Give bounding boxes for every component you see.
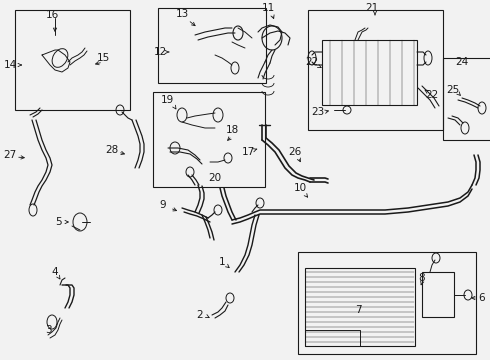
Text: 7: 7 xyxy=(355,305,361,315)
Text: 10: 10 xyxy=(294,183,307,193)
Text: 28: 28 xyxy=(105,145,119,155)
Text: 14: 14 xyxy=(3,60,17,70)
Bar xyxy=(322,40,417,105)
Bar xyxy=(15,10,130,110)
Bar xyxy=(305,268,415,346)
Text: 27: 27 xyxy=(3,150,17,160)
Text: 13: 13 xyxy=(175,9,189,19)
Text: 23: 23 xyxy=(311,107,325,117)
Text: 18: 18 xyxy=(225,125,239,135)
Text: 4: 4 xyxy=(51,267,58,277)
Bar xyxy=(443,58,490,140)
Text: 2: 2 xyxy=(196,310,203,320)
Text: 25: 25 xyxy=(446,85,460,95)
Text: 3: 3 xyxy=(45,325,51,335)
Text: 12: 12 xyxy=(153,47,167,57)
Text: 22: 22 xyxy=(425,90,439,100)
Bar xyxy=(158,8,266,83)
Text: 8: 8 xyxy=(418,273,425,283)
Bar xyxy=(305,330,360,346)
Text: 11: 11 xyxy=(261,3,274,13)
Text: 19: 19 xyxy=(160,95,173,105)
Text: 15: 15 xyxy=(97,53,110,63)
Text: 26: 26 xyxy=(289,147,302,157)
Bar xyxy=(422,272,454,317)
Text: 22: 22 xyxy=(305,57,318,67)
Text: 20: 20 xyxy=(208,173,221,183)
Text: 6: 6 xyxy=(479,293,485,303)
Text: 5: 5 xyxy=(55,217,61,227)
Text: 16: 16 xyxy=(46,10,59,20)
Text: 9: 9 xyxy=(160,200,166,210)
Bar xyxy=(153,92,265,187)
Text: 17: 17 xyxy=(242,147,255,157)
Bar xyxy=(308,10,443,130)
Text: 24: 24 xyxy=(455,57,468,67)
Bar xyxy=(298,252,476,354)
Text: 1: 1 xyxy=(219,257,225,267)
Text: 21: 21 xyxy=(366,3,379,13)
